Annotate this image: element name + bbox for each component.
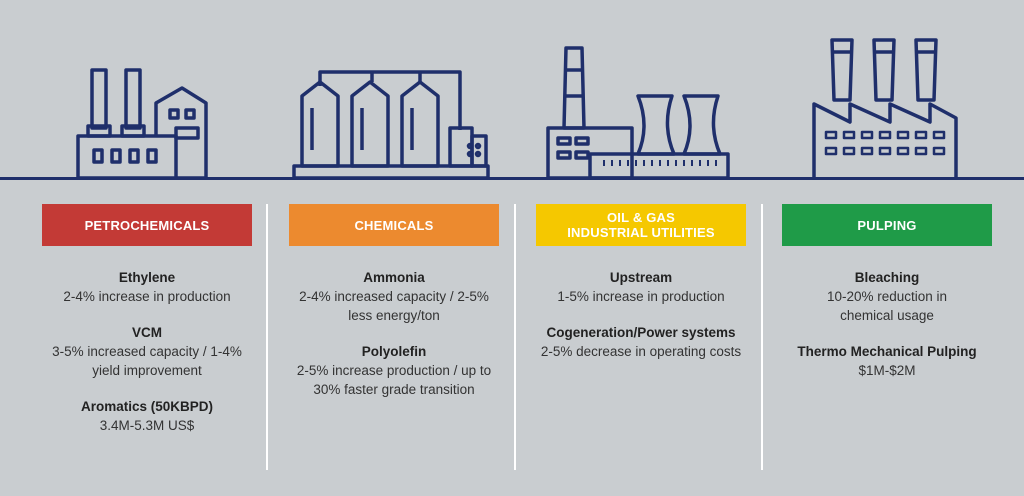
refinery-icon xyxy=(76,68,208,180)
column-divider xyxy=(514,204,516,470)
column-petrochemicals: PETROCHEMICALS Ethylene 2-4% increase in… xyxy=(42,204,252,452)
item-desc: 2-5% decrease in operating costs xyxy=(540,344,742,359)
banner-oil-gas: OIL & GAS INDUSTRIAL UTILITIES xyxy=(536,204,746,246)
item-desc: 1-5% increase in production xyxy=(557,289,725,304)
list-item: Ethylene 2-4% increase in production xyxy=(42,268,252,306)
item-desc: 2-5% increase production / up to 30% fas… xyxy=(296,363,492,397)
column-divider xyxy=(266,204,268,470)
banner-petrochemicals: PETROCHEMICALS xyxy=(42,204,252,246)
item-title: Thermo Mechanical Pulping xyxy=(797,344,977,359)
ground-line xyxy=(0,177,1024,180)
item-title: Polyolefin xyxy=(361,344,427,359)
banner-chemicals: CHEMICALS xyxy=(289,204,499,246)
list-item: Upstream 1-5% increase in production xyxy=(536,268,746,306)
list-item: Aromatics (50KBPD) 3.4M-5.3M US$ xyxy=(42,397,252,435)
chemical-silos-icon xyxy=(292,70,490,180)
list-item: Cogeneration/Power systems 2-5% decrease… xyxy=(536,323,746,361)
item-title: Aromatics (50KBPD) xyxy=(80,399,214,414)
item-title: Bleaching xyxy=(854,270,920,285)
list-item: Polyolefin 2-5% increase production / up… xyxy=(289,342,499,399)
list-item: Bleaching 10-20% reduction in chemical u… xyxy=(782,268,992,325)
list-item: Ammonia 2-4% increased capacity / 2-5% l… xyxy=(289,268,499,325)
item-desc: $1M-$2M xyxy=(858,363,916,378)
list-item: Thermo Mechanical Pulping $1M-$2M xyxy=(782,342,992,380)
column-pulping: PULPING Bleaching 10-20% reduction in ch… xyxy=(782,204,992,397)
item-title: VCM xyxy=(132,325,162,340)
column-oil-gas: OIL & GAS INDUSTRIAL UTILITIES Upstream … xyxy=(536,204,746,378)
industry-icons xyxy=(76,38,958,180)
item-title: Upstream xyxy=(609,270,673,285)
pulp-mill-icon xyxy=(812,38,958,178)
item-title: Ammonia xyxy=(363,270,425,285)
banner-pulping: PULPING xyxy=(782,204,992,246)
item-desc: 2-4% increase in production xyxy=(63,289,231,304)
item-desc: 10-20% reduction in chemical usage xyxy=(826,289,948,323)
item-desc: 3-5% increased capacity / 1-4% yield imp… xyxy=(52,344,242,378)
column-chemicals: CHEMICALS Ammonia 2-4% increased capacit… xyxy=(289,204,499,416)
column-divider xyxy=(761,204,763,470)
power-plant-icon xyxy=(546,46,730,180)
item-desc: 2-4% increased capacity / 2-5% less ener… xyxy=(299,289,489,323)
list-item: VCM 3-5% increased capacity / 1-4% yield… xyxy=(42,323,252,380)
item-desc: 3.4M-5.3M US$ xyxy=(99,418,195,433)
item-title: Ethylene xyxy=(118,270,176,285)
item-title: Cogeneration/Power systems xyxy=(546,325,736,340)
